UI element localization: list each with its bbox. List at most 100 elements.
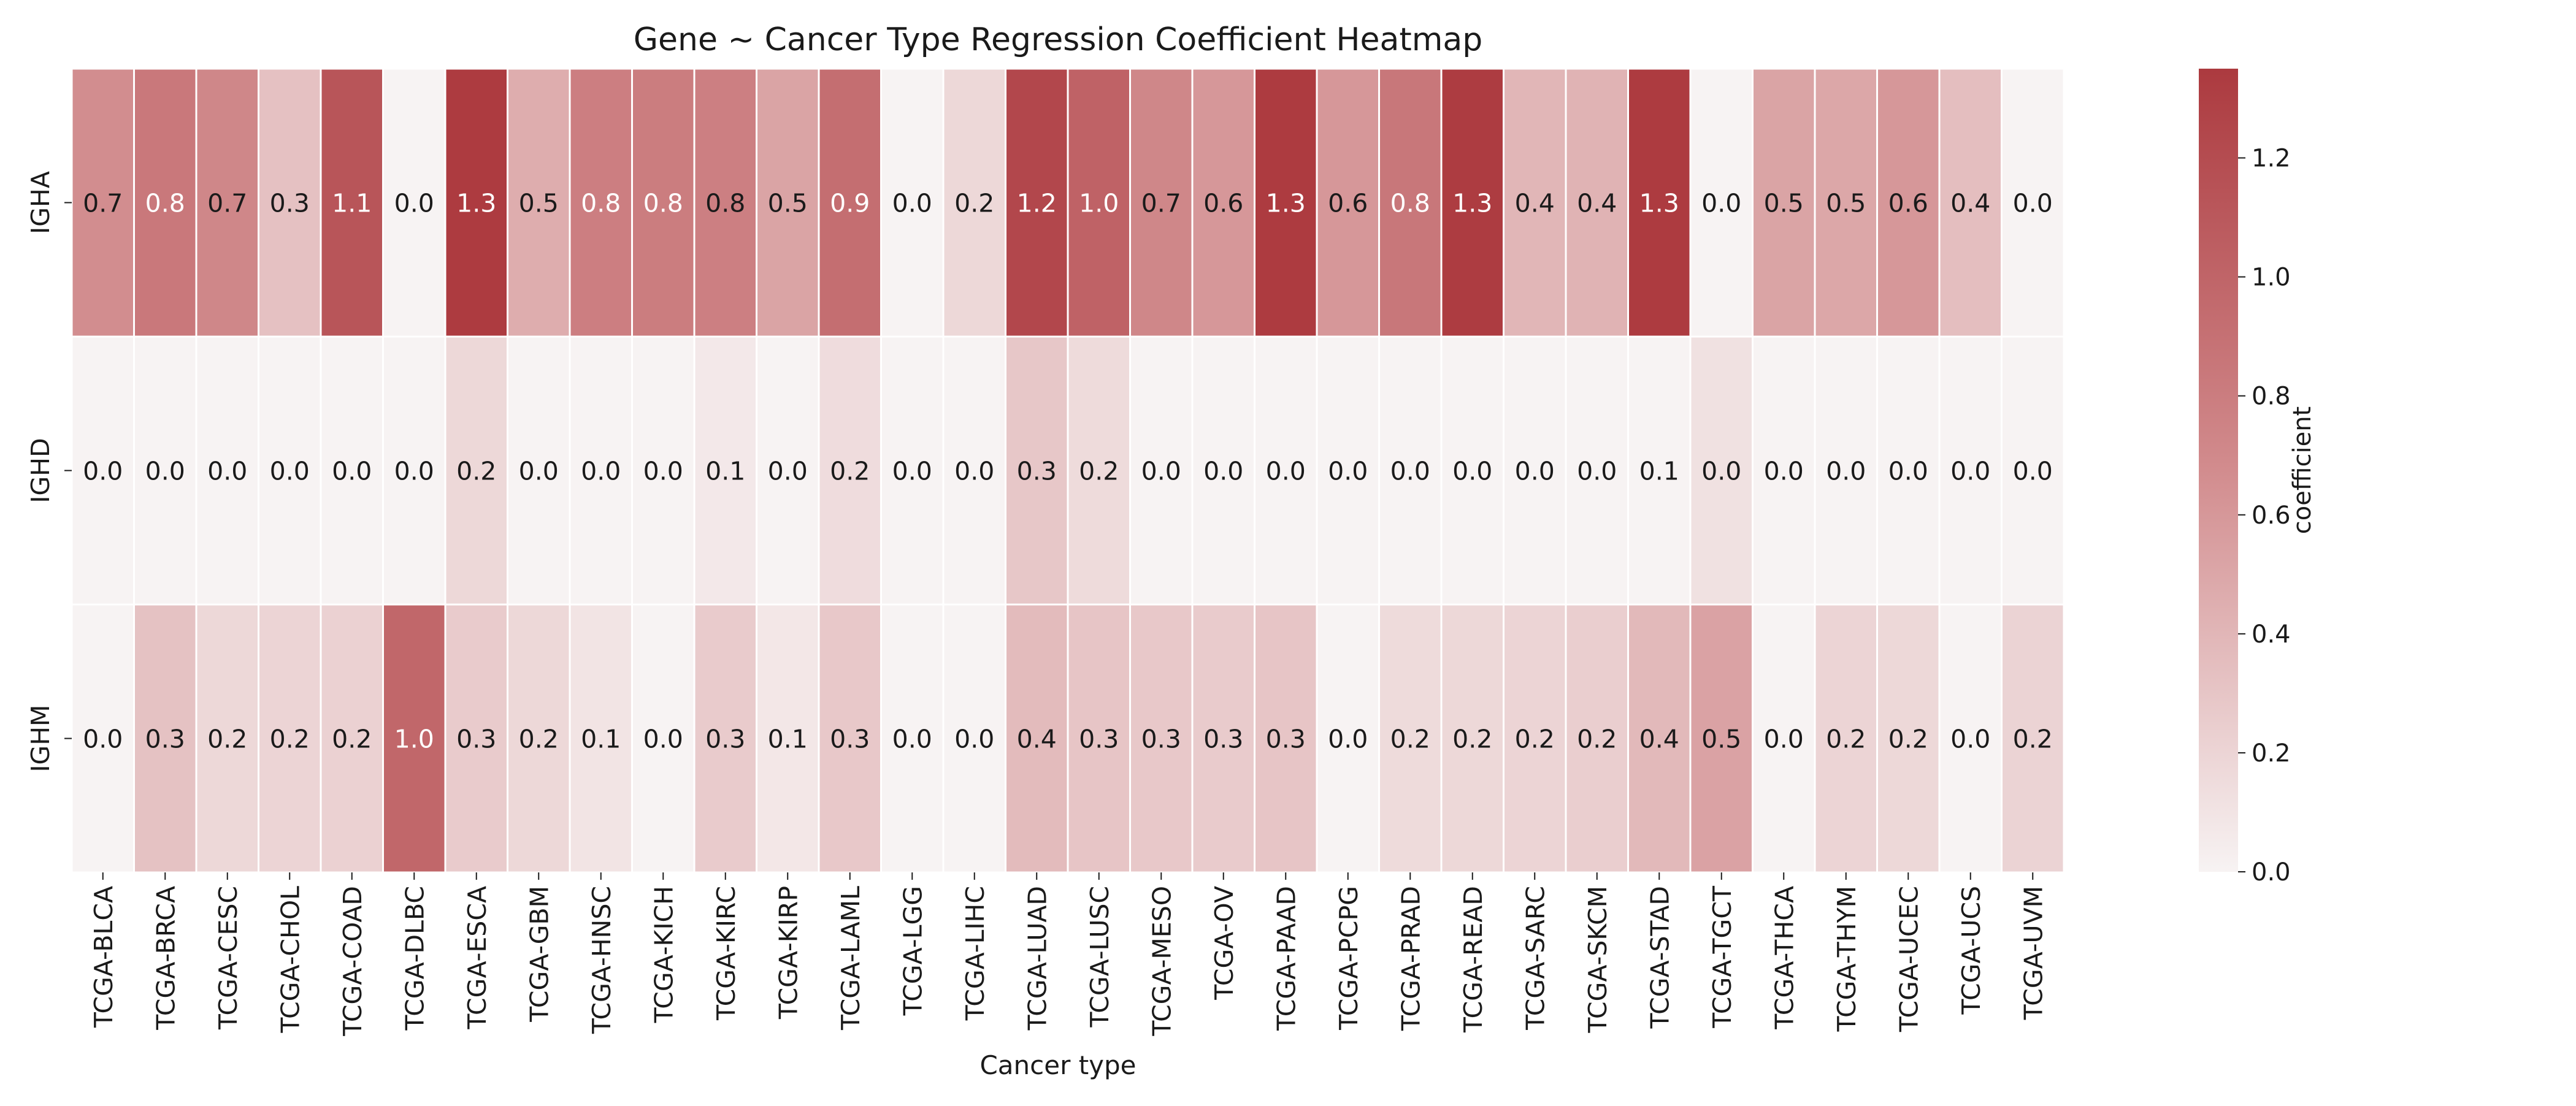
- heatmap-cell: [631, 67, 696, 338]
- colorbar-title: coefficient: [2288, 406, 2317, 535]
- x-tick-label: TCGA-PAAD: [1271, 886, 1301, 1031]
- heatmap-cell: [569, 603, 633, 874]
- heatmap-cell: [1129, 603, 1194, 874]
- heatmap-cell: [1814, 335, 1878, 606]
- heatmap-cell: [1503, 603, 1567, 874]
- colorbar-tick-label: 0.6: [2252, 502, 2291, 530]
- heatmap-cell-label: 0.7: [1141, 189, 1181, 218]
- x-tick-label: TCGA-GBM: [524, 886, 554, 1023]
- heatmap-cell: [756, 67, 820, 338]
- heatmap-cell-label: 0.0: [892, 725, 932, 754]
- heatmap-cell: [1378, 335, 1443, 606]
- heatmap-cell: [1067, 67, 1131, 338]
- heatmap-cell: [818, 603, 882, 874]
- heatmap-cell-label: 1.0: [394, 725, 434, 754]
- heatmap-cell-label: 0.2: [1826, 725, 1866, 754]
- heatmap-cell-label: 0.2: [1390, 725, 1430, 754]
- colorbar: 0.0 0.2 0.4 0.6 0.8 1.0 1.2: [2199, 69, 2291, 887]
- heatmap-cell: [2001, 603, 2065, 874]
- x-tick-label: TCGA-UVM: [2018, 886, 2048, 1020]
- heatmap-cell-label: 0.0: [1328, 725, 1368, 754]
- heatmap-cell-label: 0.4: [1515, 189, 1555, 218]
- x-tick-label: TCGA-BRCA: [151, 886, 180, 1031]
- heatmap-cell-label: 1.3: [1639, 189, 1679, 218]
- heatmap-cell-label: 0.5: [768, 189, 808, 218]
- heatmap-cell-label: 0.2: [2013, 725, 2053, 754]
- heatmap-cell-label: 0.0: [83, 725, 123, 754]
- colorbar-tick-label: 1.0: [2252, 264, 2291, 292]
- x-tick-label: TCGA-LIHC: [960, 886, 990, 1021]
- x-tick-label: TCGA-SARC: [1520, 886, 1550, 1031]
- heatmap-cell: [1254, 67, 1318, 338]
- heatmap-cell-label: 0.2: [456, 457, 496, 486]
- heatmap-cell-label: 0.0: [768, 457, 808, 486]
- heatmap-cell-label: 0.0: [1764, 457, 1804, 486]
- heatmap-cell: [880, 335, 945, 606]
- x-tick-label: TCGA-THCA: [1769, 886, 1799, 1030]
- x-tick-label: TCGA-UCEC: [1894, 886, 1923, 1032]
- x-tick-label: TCGA-MESO: [1147, 886, 1176, 1037]
- heatmap-cell-label: 0.0: [1950, 457, 1990, 486]
- heatmap-cell: [1440, 67, 1505, 338]
- heatmap-cell-label: 0.2: [519, 725, 559, 754]
- colorbar-tick-label: 0.8: [2252, 383, 2291, 411]
- heatmap-cell: [1565, 67, 1629, 338]
- heatmap-cell: [382, 603, 447, 874]
- heatmap-cell-label: 0.0: [1826, 457, 1866, 486]
- heatmap-cell-label: 0.3: [270, 189, 310, 218]
- colorbar-tick-label: 1.2: [2252, 145, 2291, 173]
- x-axis: TCGA-BLCA TCGA-BRCA TCGA-CESC TCGA-CHOL TCGA…: [89, 872, 2048, 1037]
- heatmap-cell-label: 0.2: [332, 725, 372, 754]
- heatmap-cell: [1254, 603, 1318, 874]
- heatmap-cell-label: 0.1: [705, 457, 745, 486]
- x-tick-label: TCGA-STAD: [1645, 886, 1674, 1029]
- x-tick-label: TCGA-CHOL: [275, 886, 305, 1034]
- colorbar-tick-label: 0.4: [2252, 620, 2291, 649]
- heatmap-cell-label: 0.0: [394, 189, 434, 218]
- heatmap-cell: [1316, 603, 1380, 874]
- heatmap-cell: [1876, 603, 1941, 874]
- heatmap-cell-label: 0.8: [1390, 189, 1430, 218]
- heatmap-cell-label: 0.0: [270, 457, 310, 486]
- heatmap-cell: [942, 335, 1006, 606]
- heatmap-cell: [693, 603, 757, 874]
- heatmap-cell-label: 0.4: [1639, 725, 1679, 754]
- heatmap-cell-label: 0.0: [954, 725, 994, 754]
- heatmap-cell-label: 0.2: [1888, 725, 1928, 754]
- heatmap-cell-label: 0.0: [954, 457, 994, 486]
- heatmap-cell-label: 0.0: [2013, 189, 2053, 218]
- heatmap-cell-label: 0.0: [643, 725, 683, 754]
- heatmap-cell-label: 0.0: [2013, 457, 2053, 486]
- heatmap-cell: [942, 603, 1006, 874]
- heatmap-cell: [1129, 67, 1194, 338]
- heatmap-cell-label: 0.4: [1950, 189, 1990, 218]
- heatmap-cell: [1814, 67, 1878, 338]
- heatmap-cell-label: 0.3: [145, 725, 185, 754]
- heatmap-cell-label: 0.1: [1639, 457, 1679, 486]
- heatmap-cell: [444, 335, 508, 606]
- heatmap-cell-label: 0.1: [581, 725, 621, 754]
- heatmap-cell: [1005, 67, 1069, 338]
- chart-title: Gene ~ Cancer Type Regression Coefficien…: [634, 21, 1483, 58]
- heatmap-cell-label: 0.9: [830, 189, 870, 218]
- heatmap-cell-label: 0.0: [1141, 457, 1181, 486]
- heatmap-cell-label: 0.3: [1079, 725, 1119, 754]
- heatmap-cell: [1378, 67, 1443, 338]
- heatmap-cell: [1440, 335, 1505, 606]
- heatmap-cell-label: 0.8: [145, 189, 185, 218]
- heatmap-cell-label: 1.3: [456, 189, 496, 218]
- heatmap-cell-label: 0.0: [892, 457, 932, 486]
- heatmap-cell-label: 0.0: [581, 457, 621, 486]
- heatmap-cell: [1067, 335, 1131, 606]
- heatmap-cell: [1191, 335, 1255, 606]
- heatmap-cell: [756, 603, 820, 874]
- heatmap-cell-label: 0.3: [1017, 457, 1057, 486]
- heatmap-cell: [71, 67, 135, 338]
- heatmap-cell: [1067, 603, 1131, 874]
- x-tick-label: TCGA-THYM: [1832, 886, 1861, 1032]
- heatmap-cell: [880, 67, 945, 338]
- heatmap-cell: [1752, 67, 1816, 338]
- heatmap-cell-label: 1.1: [332, 189, 372, 218]
- heatmap-cell-label: 0.3: [1203, 725, 1243, 754]
